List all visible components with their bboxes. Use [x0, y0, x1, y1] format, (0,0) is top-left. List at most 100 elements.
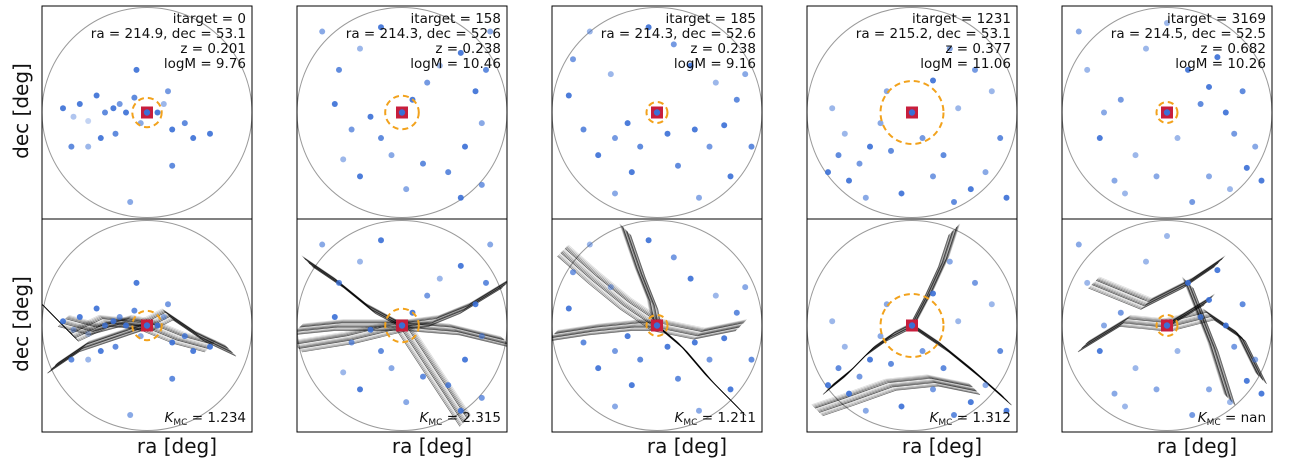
galaxy-point: [1096, 348, 1103, 355]
galaxy-point: [388, 152, 395, 159]
panel-1-filaments: KMC = 1.234: [41, 218, 253, 433]
galaxy-point: [336, 279, 342, 286]
filament-line: [50, 326, 146, 371]
galaxy-point: [972, 279, 978, 286]
filament-line: [141, 309, 227, 347]
galaxy-point: [1143, 45, 1149, 52]
annotation-line-1: itarget = 158: [411, 11, 501, 27]
filament-line: [563, 249, 659, 325]
galaxy-point: [748, 143, 755, 150]
galaxy-point: [967, 399, 974, 406]
filament-line: [1191, 286, 1234, 404]
filament-line: [816, 379, 975, 411]
galaxy-point: [570, 56, 576, 63]
x-axis-label-2: ra [deg]: [391, 434, 473, 458]
target-point: [653, 322, 661, 329]
galaxy-point: [846, 177, 852, 184]
galaxy-point: [424, 292, 431, 299]
filament-line: [552, 327, 739, 339]
panel-frame: [1061, 218, 1273, 433]
filament-line: [553, 323, 743, 335]
galaxy-point: [1252, 356, 1259, 363]
x-axis-label-5: ra [deg]: [1156, 434, 1238, 458]
galaxy-point: [733, 309, 740, 316]
galaxy-point: [165, 301, 171, 308]
field-circle: [552, 220, 762, 431]
filament-line: [1185, 281, 1229, 399]
filament-line: [62, 321, 210, 348]
annotation-line-4: logM = 10.26: [1175, 56, 1266, 72]
annotation-line-4: logM = 11.06: [920, 56, 1011, 72]
galaxy-point: [472, 88, 479, 95]
filament-line: [1098, 256, 1225, 300]
galaxy-point: [478, 181, 485, 188]
filament-line: [822, 385, 981, 417]
filament-line: [908, 232, 951, 330]
filament-line: [818, 381, 976, 412]
galaxy-point: [68, 143, 75, 150]
annotation-line-2: ra = 214.3, dec = 52.6: [346, 26, 501, 42]
galaxy-point: [112, 343, 119, 350]
field-circle: [552, 7, 762, 218]
galaxy-point: [378, 135, 384, 142]
filament-line: [914, 327, 1010, 403]
galaxy-point: [340, 156, 347, 163]
annotation-line-3: z = 0.682: [1200, 41, 1266, 57]
panel-frame: [551, 218, 763, 433]
filament-line: [48, 329, 143, 373]
galaxy-point: [951, 198, 957, 205]
filament-line: [826, 326, 911, 392]
galaxy-point: [721, 122, 728, 129]
filament-line: [403, 323, 467, 420]
filament-line: [558, 254, 654, 330]
galaxy-point: [825, 382, 831, 389]
filament-line: [305, 259, 401, 325]
field-circle: [807, 220, 1017, 431]
galaxy-point: [127, 198, 134, 205]
galaxy-point: [154, 109, 161, 116]
filament-line: [47, 330, 143, 374]
filament-line: [817, 380, 976, 412]
filament-line: [552, 329, 737, 341]
galaxy-point: [841, 343, 848, 350]
galaxy-point: [367, 326, 374, 333]
target-point: [653, 109, 661, 116]
filament-line: [149, 317, 234, 354]
galaxy-point: [70, 326, 77, 333]
galaxy-point: [1101, 322, 1107, 329]
filament-line: [58, 319, 153, 363]
filament-line: [909, 232, 952, 329]
galaxy-point: [457, 407, 464, 414]
filament-line: [312, 266, 408, 331]
galaxy-point: [1252, 143, 1259, 150]
galaxy-point: [319, 241, 326, 248]
filament-line: [406, 320, 471, 417]
galaxy-point: [877, 333, 884, 340]
galaxy-point: [946, 258, 953, 265]
filament-line: [1188, 283, 1232, 402]
filament-line: [822, 330, 908, 395]
galaxy-point: [1197, 313, 1204, 320]
galaxy-point: [565, 305, 572, 312]
galaxy-point: [1117, 309, 1124, 316]
filament-line: [398, 328, 462, 425]
galaxy-point: [1222, 109, 1229, 116]
galaxy-point: [940, 365, 947, 372]
galaxy-point: [1122, 403, 1128, 410]
field-circle: [807, 7, 1017, 218]
filament-line: [1182, 277, 1226, 396]
kappa-label: KMC = 1.211: [675, 410, 756, 428]
filament-line: [552, 330, 737, 341]
galaxy-point: [123, 109, 129, 116]
field-circle: [1062, 220, 1272, 431]
galaxy-point: [160, 313, 167, 320]
aperture-circle: [384, 94, 420, 131]
galaxy-point: [586, 241, 593, 248]
filament-line: [629, 233, 662, 330]
galaxy-point: [595, 152, 602, 159]
galaxy-point: [637, 356, 644, 363]
aperture-circle: [879, 80, 945, 145]
galaxy-point: [1174, 348, 1181, 355]
galaxy-point: [97, 348, 104, 355]
